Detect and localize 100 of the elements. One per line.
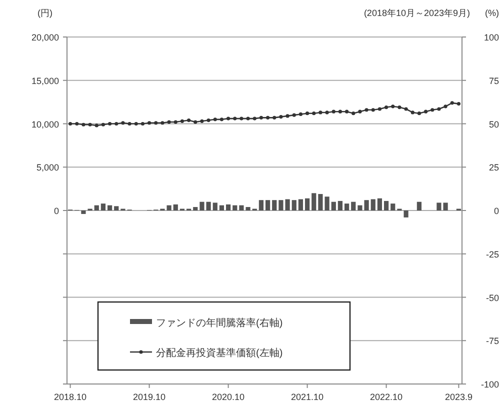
chart-subtitle: (2018年10月～2023年9月): [364, 8, 470, 18]
point: [272, 116, 276, 120]
bar: [377, 198, 382, 210]
point: [404, 107, 408, 111]
point: [128, 122, 132, 126]
point: [325, 110, 329, 114]
bar: [107, 205, 112, 210]
point: [286, 114, 290, 118]
point: [108, 122, 112, 126]
bar: [298, 199, 304, 210]
bar: [390, 204, 396, 210]
point: [134, 122, 138, 126]
x-tick-label: 2021.10: [291, 392, 324, 402]
x-tick-label: 2020.10: [212, 392, 245, 402]
bar: [404, 210, 408, 218]
point: [160, 121, 164, 125]
point: [437, 107, 441, 111]
point: [364, 108, 368, 112]
point: [226, 116, 230, 120]
point: [292, 113, 296, 117]
point: [332, 110, 336, 114]
point: [398, 105, 402, 110]
point: [114, 122, 118, 126]
point: [174, 120, 178, 124]
bar: [232, 205, 238, 210]
point: [213, 118, 217, 122]
bar: [219, 205, 224, 210]
point: [206, 118, 210, 122]
bar: [258, 200, 264, 210]
point: [200, 119, 204, 123]
bar: [338, 200, 343, 210]
point: [344, 110, 349, 114]
y2-tick-label: -50: [486, 292, 499, 303]
bar: [304, 198, 310, 210]
bar: [370, 199, 376, 210]
y2-tick-label: -75: [486, 336, 499, 346]
point: [378, 107, 382, 111]
y2-tick-label: 50: [488, 119, 499, 130]
y-tick-label: 15,000: [31, 76, 59, 86]
point: [180, 119, 184, 123]
point: [167, 120, 171, 124]
point: [266, 116, 270, 120]
y2-tick-label: 25: [488, 162, 499, 173]
point: [279, 115, 283, 119]
bar: [114, 206, 119, 210]
bar: [416, 202, 422, 210]
legend-label: 分配金再投資基準価額(左軸): [156, 347, 283, 359]
point: [298, 112, 303, 116]
point: [88, 122, 92, 126]
y2-axis-title: (%): [485, 8, 499, 18]
bar: [212, 202, 218, 210]
y2-tick-label: 0: [494, 206, 499, 216]
bar: [344, 204, 350, 210]
point: [384, 105, 388, 110]
y-axis-title: (円): [38, 8, 52, 18]
point: [444, 104, 448, 108]
point: [240, 116, 244, 120]
bar: [331, 202, 336, 210]
y-tick-label: 10,000: [31, 119, 59, 130]
bar: [81, 210, 86, 214]
point: [358, 110, 362, 114]
point: [417, 112, 422, 116]
point: [154, 121, 158, 125]
point: [186, 118, 191, 122]
bar: [312, 193, 316, 210]
bar: [265, 200, 270, 210]
y-tick-label: 20,000: [31, 32, 59, 42]
bar: [94, 205, 99, 210]
point: [101, 122, 106, 126]
point: [75, 122, 79, 126]
point: [338, 110, 342, 114]
point: [305, 112, 310, 116]
point: [318, 110, 322, 114]
bar: [193, 207, 198, 210]
point: [312, 112, 316, 116]
point: [140, 122, 145, 126]
point: [246, 116, 250, 120]
point: [391, 104, 395, 108]
point: [456, 102, 461, 106]
x-tick-label: 2019.10: [133, 392, 166, 402]
point: [121, 121, 125, 125]
x-tick-label: 2018.10: [54, 392, 87, 402]
y-tick-label: 0: [54, 206, 59, 216]
point: [352, 112, 356, 116]
point: [410, 110, 414, 114]
point: [371, 108, 375, 112]
x-tick-label: 2022.10: [370, 392, 403, 402]
y2-tick-label: -100: [480, 380, 499, 390]
bar: [173, 204, 178, 210]
point: [233, 116, 237, 120]
bar: [384, 200, 389, 210]
point: [259, 116, 264, 120]
y2-tick-label: 100: [484, 32, 499, 42]
bar: [351, 202, 356, 210]
point: [194, 120, 198, 124]
bar: [272, 200, 277, 210]
bar: [100, 204, 106, 210]
point: [220, 118, 224, 122]
point: [147, 121, 152, 125]
bar: [226, 204, 231, 210]
